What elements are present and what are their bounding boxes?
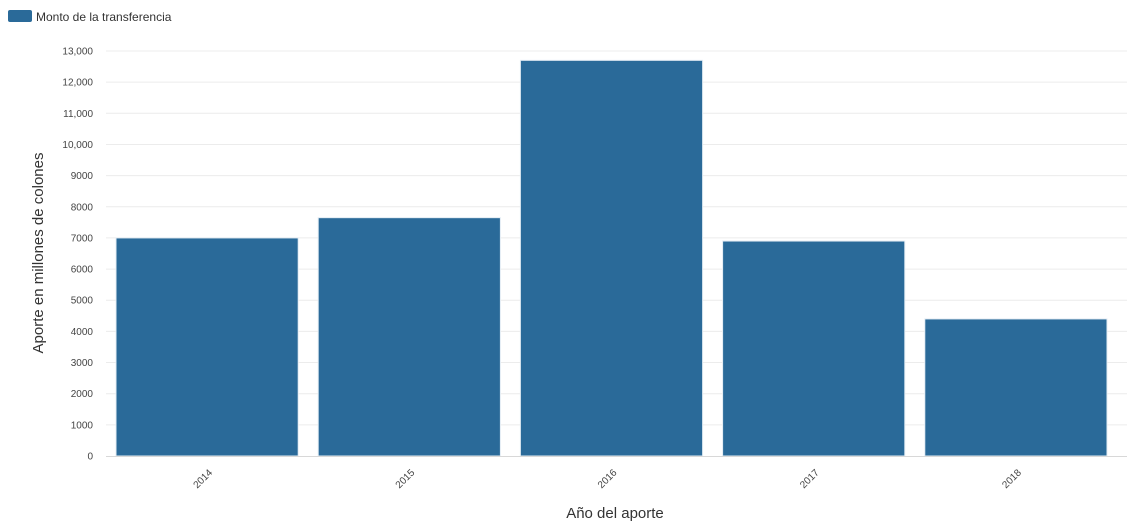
y-axis-title: Aporte en millones de colones — [30, 153, 47, 354]
legend-label: Monto de la transferencia — [36, 10, 172, 24]
x-axis-ticks: 2014 2015 2016 2017 2018 — [192, 467, 1025, 491]
bar-2017[interactable] — [722, 240, 906, 457]
x-tick-label: 2016 — [596, 467, 620, 491]
bar-2014[interactable] — [115, 237, 299, 457]
y-tick-label: 13,000 — [62, 47, 93, 58]
y-tick-label: 1000 — [71, 420, 94, 431]
y-tick-label: 12,000 — [62, 78, 93, 89]
y-tick-label: 4000 — [71, 327, 94, 338]
y-tick-label: 10,000 — [62, 140, 93, 151]
bar-2015[interactable] — [317, 217, 501, 457]
y-tick-label: 5000 — [71, 296, 94, 307]
y-tick-label: 0 — [87, 452, 93, 463]
legend[interactable]: Monto de la transferencia — [8, 10, 172, 24]
y-tick-label: 2000 — [71, 389, 94, 400]
bar-2016[interactable] — [519, 59, 704, 457]
y-axis-ticks: 0 1000 2000 3000 4000 5000 6000 7000 8000 9000 10,… — [62, 47, 93, 463]
y-tick-label: 3000 — [71, 358, 94, 369]
x-tick-label: 2018 — [1000, 467, 1024, 491]
y-tick-label: 7000 — [71, 233, 94, 244]
y-tick-label: 9000 — [71, 171, 94, 182]
bars — [115, 59, 1108, 457]
y-tick-label: 11,000 — [63, 109, 93, 120]
bar-2018[interactable] — [924, 318, 1108, 457]
y-tick-label: 6000 — [71, 265, 94, 276]
x-tick-label: 2015 — [394, 467, 418, 491]
x-axis-title: Año del aporte — [566, 505, 664, 522]
x-tick-label: 2017 — [798, 467, 822, 491]
x-tick-label: 2014 — [192, 467, 216, 491]
y-tick-label: 8000 — [71, 202, 94, 213]
legend-swatch — [8, 10, 32, 22]
